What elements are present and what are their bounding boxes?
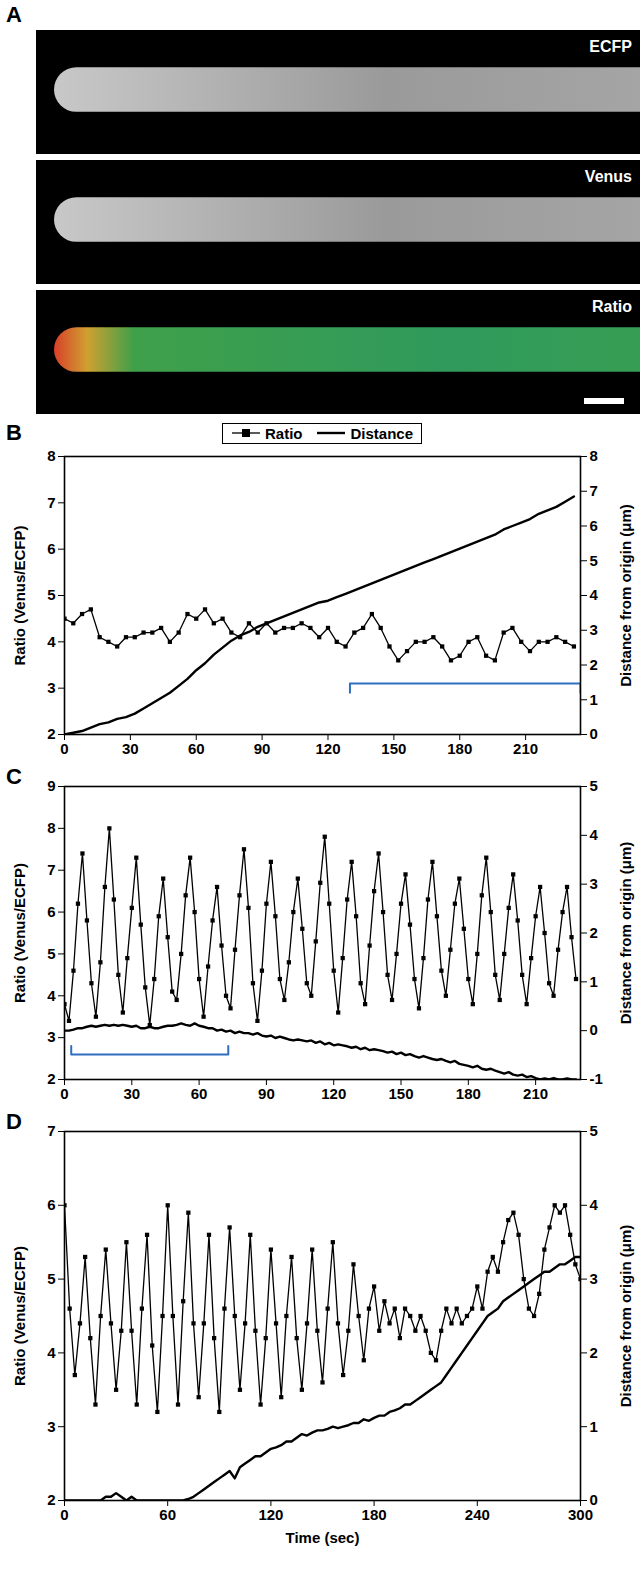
svg-text:5: 5 (47, 1270, 55, 1287)
svg-text:Ratio (Venus/ECFP): Ratio (Venus/ECFP) (11, 525, 28, 665)
svg-text:150: 150 (389, 1085, 414, 1102)
svg-text:30: 30 (123, 1085, 140, 1102)
svg-text:4: 4 (47, 1344, 56, 1361)
svg-text:Time (sec): Time (sec) (286, 1529, 360, 1546)
svg-text:5: 5 (590, 777, 598, 794)
svg-text:A: A (6, 2, 22, 27)
svg-text:2: 2 (47, 725, 55, 742)
svg-text:5: 5 (590, 552, 598, 569)
svg-text:300: 300 (568, 1506, 593, 1523)
svg-text:8: 8 (47, 447, 55, 464)
svg-text:Ratio (Venus/ECFP): Ratio (Venus/ECFP) (11, 1246, 28, 1386)
html-text:B: B (6, 420, 22, 445)
svg-text:4: 4 (47, 987, 56, 1004)
svg-text:0: 0 (590, 1491, 598, 1508)
svg-text:2: 2 (590, 924, 598, 941)
svg-text:120: 120 (321, 1085, 346, 1102)
svg-text:6: 6 (47, 1196, 55, 1213)
svg-text:0: 0 (60, 1085, 68, 1102)
svg-text:7: 7 (47, 494, 55, 511)
svg-text:2: 2 (590, 1344, 598, 1361)
svg-text:180: 180 (447, 740, 472, 757)
svg-text:120: 120 (258, 1506, 283, 1523)
svg-text:5: 5 (47, 586, 55, 603)
svg-text:2: 2 (590, 656, 598, 673)
svg-text:5: 5 (590, 1122, 598, 1139)
svg-text:30: 30 (122, 740, 139, 757)
svg-text:180: 180 (362, 1506, 387, 1523)
html-text:Ratio: Ratio (265, 424, 303, 442)
svg-text:5: 5 (47, 945, 55, 962)
svg-text:1: 1 (590, 973, 598, 990)
svg-text:60: 60 (191, 1085, 208, 1102)
svg-text:90: 90 (254, 740, 271, 757)
svg-text:60: 60 (159, 1506, 176, 1523)
svg-text:2: 2 (47, 1070, 55, 1087)
svg-text:210: 210 (513, 740, 538, 757)
svg-text:Distance from origin (μm): Distance from origin (μm) (617, 504, 634, 687)
svg-text:Ratio: Ratio (592, 298, 632, 315)
svg-text:7: 7 (590, 482, 598, 499)
svg-text:4: 4 (590, 1196, 599, 1213)
svg-text:1: 1 (590, 1418, 598, 1435)
svg-text:Venus: Venus (585, 168, 632, 185)
svg-text:8: 8 (47, 819, 55, 836)
svg-text:60: 60 (188, 740, 205, 757)
svg-text:180: 180 (456, 1085, 481, 1102)
svg-text:0: 0 (590, 1021, 598, 1038)
svg-text:4: 4 (590, 586, 599, 603)
svg-text:6: 6 (47, 540, 55, 557)
svg-text:Distance from origin (μm): Distance from origin (μm) (617, 842, 634, 1025)
svg-text:210: 210 (523, 1085, 548, 1102)
svg-text:ECFP: ECFP (589, 38, 632, 55)
svg-text:Ratio (Venus/ECFP): Ratio (Venus/ECFP) (11, 863, 28, 1003)
svg-text:0: 0 (60, 1506, 68, 1523)
html-text:Distance: Distance (350, 424, 413, 442)
svg-text:3: 3 (47, 1418, 55, 1435)
svg-text:150: 150 (381, 740, 406, 757)
svg-text:4: 4 (590, 826, 599, 843)
svg-text:120: 120 (315, 740, 340, 757)
svg-text:3: 3 (47, 1028, 55, 1045)
svg-text:-1: -1 (590, 1070, 603, 1087)
svg-text:3: 3 (590, 875, 598, 892)
svg-text:4: 4 (47, 633, 56, 650)
html-text:C: C (6, 764, 22, 789)
svg-text:240: 240 (465, 1506, 490, 1523)
svg-text:Distance from origin (μm): Distance from origin (μm) (617, 1225, 634, 1408)
svg-text:0: 0 (590, 725, 598, 742)
svg-text:3: 3 (47, 679, 55, 696)
svg-text:3: 3 (590, 621, 598, 638)
svg-text:7: 7 (47, 861, 55, 878)
svg-text:7: 7 (47, 1122, 55, 1139)
html-text:D: D (6, 1109, 22, 1134)
svg-text:2: 2 (47, 1491, 55, 1508)
svg-text:0: 0 (60, 740, 68, 757)
svg-text:9: 9 (47, 777, 55, 794)
svg-text:8: 8 (590, 447, 598, 464)
svg-text:6: 6 (47, 903, 55, 920)
svg-text:90: 90 (258, 1085, 275, 1102)
svg-text:3: 3 (590, 1270, 598, 1287)
svg-text:6: 6 (590, 517, 598, 534)
svg-text:1: 1 (590, 691, 598, 708)
